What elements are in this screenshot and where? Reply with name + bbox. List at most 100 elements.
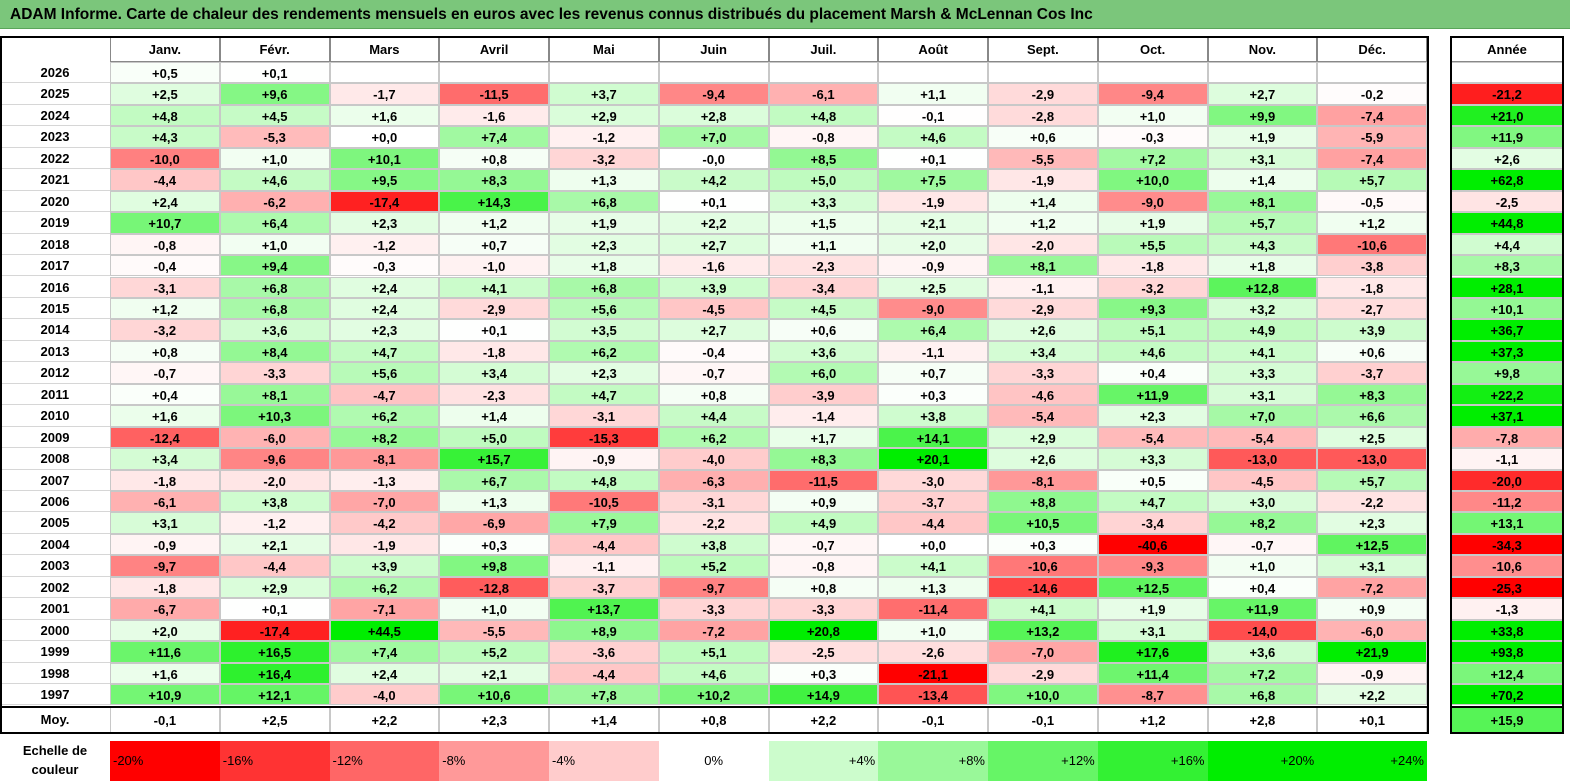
heatmap-cell: -10,6: [988, 555, 1098, 577]
heatmap-cell: +2,3: [1097, 405, 1208, 427]
heatmap-cell: -7,2: [658, 619, 769, 642]
heatmap-cell: +1,3: [878, 576, 988, 599]
heatmap-cell: -1,8: [1317, 276, 1427, 298]
heatmap-cell: +8,8: [988, 491, 1098, 513]
heatmap-cell: +1,3: [549, 169, 659, 191]
heatmap-cell: +0,0: [329, 126, 440, 148]
heatmap-cell: +3,1: [1207, 383, 1318, 406]
heatmap-cell: -0,9: [878, 255, 988, 277]
heatmap-cell: +0,1: [878, 147, 988, 170]
heatmap-cell: +11,9: [1097, 383, 1208, 406]
heatmap-cell: -1,0: [439, 255, 549, 277]
year-label: 2026: [0, 62, 110, 84]
heatmap-cell: -40,6: [1097, 533, 1208, 556]
heatmap-cell: -0,7: [110, 362, 220, 384]
heatmap-cell: -6,1: [110, 491, 220, 513]
heatmap-cell: [439, 62, 549, 84]
heatmap-cell: +0,3: [768, 662, 879, 685]
heatmap-cell: -2,0: [988, 233, 1098, 256]
heatmap-cell: +3,8: [658, 533, 769, 556]
heatmap-cell: -9,4: [658, 83, 769, 105]
heatmap-cell: +0,6: [768, 319, 879, 341]
heatmap-cell: -7,0: [988, 641, 1098, 663]
heatmap-cell: +9,8: [439, 555, 549, 577]
heatmap-cell: +9,4: [219, 255, 330, 277]
heatmap-cell: -0,3: [329, 255, 440, 277]
heatmap-cell: +6,4: [219, 212, 330, 234]
heatmap-cell: +14,9: [768, 684, 879, 706]
heatmap-cell: -0,1: [878, 104, 988, 127]
heatmap-cell: -5,4: [1097, 426, 1208, 449]
heatmap-cell: -3,4: [768, 276, 879, 298]
heatmap-cell: +0,1: [439, 319, 549, 341]
heatmap-cell: -4,4: [110, 169, 220, 191]
heatmap-cell: +12,1: [219, 684, 330, 706]
annual-cell: -34,3: [1451, 533, 1563, 556]
heatmap-cell: -0,8: [768, 126, 879, 148]
heatmap-cell: -9,3: [1097, 555, 1208, 577]
heatmap-cell: +6,0: [768, 362, 879, 384]
heatmap-cell: -3,1: [658, 491, 769, 513]
heatmap-cell: +1,2: [439, 212, 549, 234]
heatmap-cell: +10,9: [110, 684, 220, 706]
heatmap-cell: -10,6: [1317, 233, 1427, 256]
heatmap-cell: -2,9: [988, 662, 1098, 685]
heatmap-cell: +7,4: [439, 126, 549, 148]
heatmap-cell: +4,8: [110, 104, 220, 127]
heatmap-cell: +13,7: [549, 598, 659, 620]
annual-cell: -2,5: [1451, 190, 1563, 213]
heatmap-cell: -0,5: [1317, 190, 1427, 213]
heatmap-cell: -13,0: [1207, 448, 1318, 470]
heatmap-cell: +2,9: [549, 104, 659, 127]
heatmap-cell: +4,6: [219, 169, 330, 191]
year-label: 2003: [0, 555, 110, 577]
heatmap-cell: -4,7: [329, 383, 440, 406]
avg-cell: +0,1: [1317, 705, 1427, 733]
year-label: 2000: [0, 620, 110, 642]
scale-label: Echelle de couleur: [22, 743, 88, 777]
annual-cell: [1451, 62, 1563, 84]
heatmap-cell: -1,8: [110, 469, 220, 491]
heatmap-cell: +6,8: [219, 297, 330, 320]
year-label: 2023: [0, 126, 110, 148]
heatmap-cell: +2,3: [329, 319, 440, 341]
heatmap-cell: +1,0: [219, 233, 330, 256]
heatmap-cell: -6,9: [439, 512, 549, 534]
heatmap-cell: +4,1: [878, 555, 988, 577]
heatmap-cell: +3,3: [1207, 362, 1318, 384]
heatmap-cell: -9,6: [219, 448, 330, 470]
month-header: Mai: [549, 36, 659, 62]
heatmap-cell: +4,5: [768, 297, 879, 320]
annual-cell: +21,0: [1451, 104, 1563, 127]
heatmap-cell: -7,0: [329, 491, 440, 513]
heatmap-cell: +4,1: [1207, 340, 1318, 363]
annual-cell: +33,8: [1451, 619, 1563, 642]
heatmap-cell: -13,0: [1317, 448, 1427, 470]
heatmap-cell: +21,9: [1317, 641, 1427, 663]
heatmap-cell: +0,8: [439, 147, 549, 170]
heatmap-cell: -1,4: [768, 405, 879, 427]
heatmap-cell: +0,7: [439, 233, 549, 256]
heatmap-cell: +0,3: [988, 533, 1098, 556]
annual-cell: -10,6: [1451, 555, 1563, 577]
scale-swatch: +24%: [1317, 741, 1427, 781]
heatmap-cell: -3,3: [988, 362, 1098, 384]
heatmap-cell: +10,6: [439, 684, 549, 706]
avg-cell: +0,8: [658, 705, 769, 733]
heatmap-cell: +0,4: [110, 383, 220, 406]
heatmap-cell: -3,2: [549, 147, 659, 170]
month-header: Juil.: [768, 36, 879, 62]
heatmap-cell: +0,8: [110, 340, 220, 363]
heatmap-cell: -10,5: [549, 491, 659, 513]
heatmap-cell: +1,0: [878, 619, 988, 642]
heatmap-cell: +1,0: [219, 147, 330, 170]
heatmap-cell: +4,7: [329, 340, 440, 363]
heatmap-cell: +6,8: [549, 190, 659, 213]
annual-cell: +36,7: [1451, 319, 1563, 341]
heatmap-cell: -6,0: [1317, 619, 1427, 642]
year-label: 2011: [0, 384, 110, 406]
heatmap-cell: +0,1: [219, 598, 330, 620]
avg-separator: [0, 705, 1429, 708]
heatmap-cell: -2,7: [1317, 297, 1427, 320]
heatmap-cell: +6,2: [329, 405, 440, 427]
